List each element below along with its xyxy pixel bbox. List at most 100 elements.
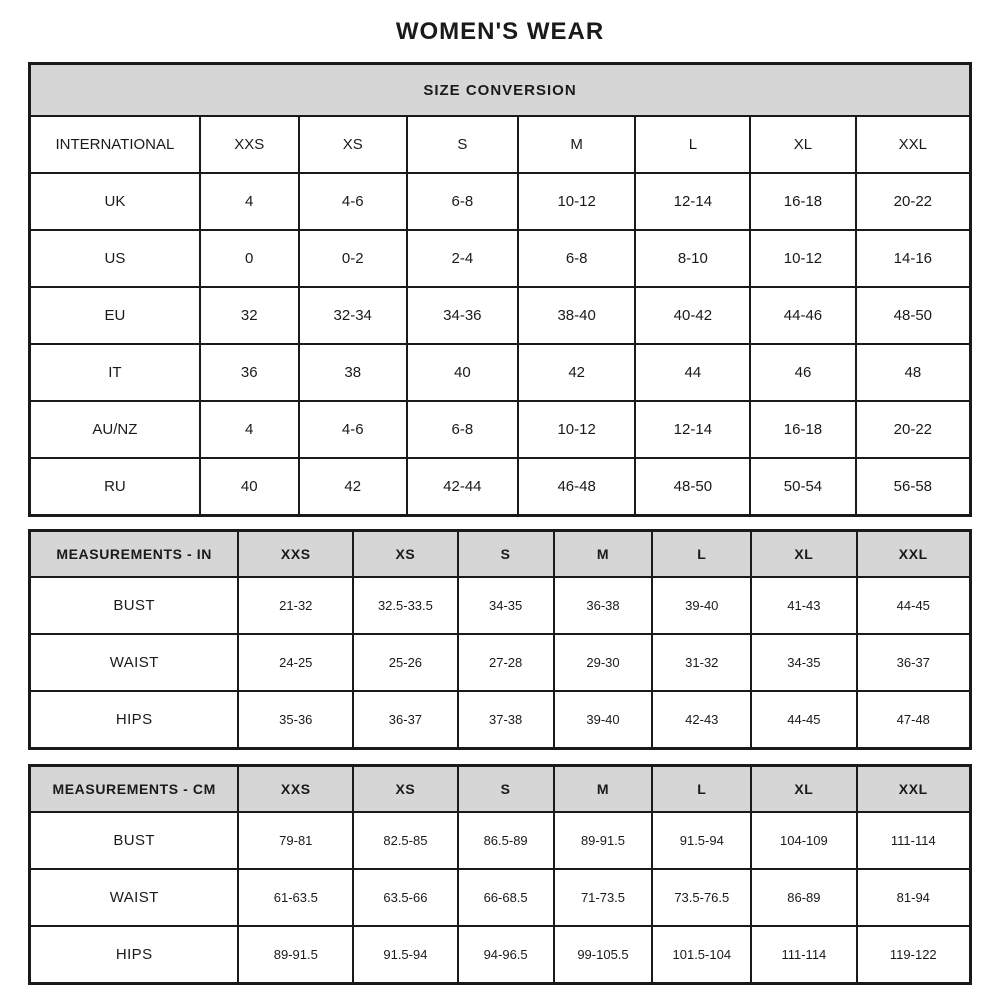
cell: 50-54: [749, 457, 857, 517]
column-header: XXL: [855, 764, 972, 813]
column-header: XS: [352, 529, 459, 578]
cell: 21-32: [237, 576, 355, 635]
row-label: BUST: [28, 576, 240, 635]
cell: 46-48: [516, 457, 637, 517]
cell: 63.5-66: [352, 868, 459, 927]
column-header: S: [456, 764, 555, 813]
row-label: BUST: [28, 811, 240, 870]
cell: 40: [198, 457, 300, 517]
cell: 4-6: [297, 172, 408, 231]
table-row: US 0 0-2 2-4 6-8 8-10 10-12 14-16: [28, 229, 972, 288]
cell: 16-18: [749, 400, 857, 459]
cell: 20-22: [854, 172, 972, 231]
column-header: XXS: [198, 115, 300, 174]
cell: 101.5-104: [651, 925, 753, 985]
cell: 89-91.5: [552, 811, 654, 870]
row-label: WAIST: [28, 633, 240, 692]
cell: 40-42: [634, 286, 752, 345]
cell: 32-34: [297, 286, 408, 345]
cell: 4: [198, 400, 300, 459]
cell: 4-6: [297, 400, 408, 459]
cell: 25-26: [352, 633, 459, 692]
column-header: L: [651, 529, 753, 578]
column-header: M: [552, 764, 654, 813]
cell: 24-25: [237, 633, 355, 692]
row-label: IT: [28, 343, 201, 402]
cell: 0-2: [297, 229, 408, 288]
column-header: XXL: [854, 115, 972, 174]
cell: 4: [198, 172, 300, 231]
table-row: BUST 21-32 32.5-33.5 34-35 36-38 39-40 4…: [28, 576, 972, 635]
cell: 36-37: [855, 633, 972, 692]
cell: 73.5-76.5: [651, 868, 753, 927]
row-label: HIPS: [28, 690, 240, 750]
cell: 40: [405, 343, 519, 402]
table-row: WAIST 24-25 25-26 27-28 29-30 31-32 34-3…: [28, 633, 972, 692]
cell: 8-10: [634, 229, 752, 288]
column-header: L: [634, 115, 752, 174]
column-header: XXL: [855, 529, 972, 578]
row-label: AU/NZ: [28, 400, 201, 459]
cell: 32: [198, 286, 300, 345]
cell: 34-35: [750, 633, 858, 692]
row-label: RU: [28, 457, 201, 517]
size-conversion-header: SIZE CONVERSION: [28, 62, 972, 117]
cell: 27-28: [456, 633, 555, 692]
table-row: HIPS 35-36 36-37 37-38 39-40 42-43 44-45…: [28, 690, 972, 750]
cell: 44-45: [855, 576, 972, 635]
cell: 61-63.5: [237, 868, 355, 927]
table-row: INTERNATIONAL XXS XS S M L XL XXL: [28, 115, 972, 174]
table-row: MEASUREMENTS - CM XXS XS S M L XL XXL: [28, 764, 972, 813]
cell: 36-38: [552, 576, 654, 635]
size-conversion-table: SIZE CONVERSION INTERNATIONAL XXS XS S M…: [28, 62, 972, 517]
column-header: XS: [352, 764, 459, 813]
cell: 44: [634, 343, 752, 402]
cell: 42-43: [651, 690, 753, 750]
cell: 46: [749, 343, 857, 402]
cell: 111-114: [750, 925, 858, 985]
cell: 86-89: [750, 868, 858, 927]
measurements-in-header: MEASUREMENTS - IN: [28, 529, 240, 578]
table-row: BUST 79-81 82.5-85 86.5-89 89-91.5 91.5-…: [28, 811, 972, 870]
cell: 111-114: [855, 811, 972, 870]
cell: 104-109: [750, 811, 858, 870]
cell: 66-68.5: [456, 868, 555, 927]
table-row: RU 40 42 42-44 46-48 48-50 50-54 56-58: [28, 457, 972, 517]
column-header: XL: [749, 115, 857, 174]
cell: 31-32: [651, 633, 753, 692]
cell: 29-30: [552, 633, 654, 692]
cell: 35-36: [237, 690, 355, 750]
row-label: HIPS: [28, 925, 240, 985]
cell: 99-105.5: [552, 925, 654, 985]
column-header: XS: [297, 115, 408, 174]
page-title: WOMEN'S WEAR: [395, 18, 605, 45]
row-label: WAIST: [28, 868, 240, 927]
cell: 86.5-89: [456, 811, 555, 870]
cell: 81-94: [855, 868, 972, 927]
measurements-in-table: MEASUREMENTS - IN XXS XS S M L XL XXL BU…: [28, 529, 972, 750]
column-header: INTERNATIONAL: [28, 115, 201, 174]
cell: 44-45: [750, 690, 858, 750]
cell: 38-40: [516, 286, 637, 345]
cell: 12-14: [634, 400, 752, 459]
cell: 16-18: [749, 172, 857, 231]
cell: 48-50: [634, 457, 752, 517]
cell: 0: [198, 229, 300, 288]
cell: 41-43: [750, 576, 858, 635]
table-row: AU/NZ 4 4-6 6-8 10-12 12-14 16-18 20-22: [28, 400, 972, 459]
table-row: EU 32 32-34 34-36 38-40 40-42 44-46 48-5…: [28, 286, 972, 345]
cell: 6-8: [405, 400, 519, 459]
cell: 91.5-94: [352, 925, 459, 985]
cell: 44-46: [749, 286, 857, 345]
cell: 6-8: [516, 229, 637, 288]
cell: 94-96.5: [456, 925, 555, 985]
table-row: SIZE CONVERSION: [28, 62, 972, 117]
column-header: S: [456, 529, 555, 578]
column-header: S: [405, 115, 519, 174]
cell: 34-35: [456, 576, 555, 635]
column-header: L: [651, 764, 753, 813]
table-row: MEASUREMENTS - IN XXS XS S M L XL XXL: [28, 529, 972, 578]
measurements-cm-header: MEASUREMENTS - CM: [28, 764, 240, 813]
table-row: UK 4 4-6 6-8 10-12 12-14 16-18 20-22: [28, 172, 972, 231]
column-header: M: [552, 529, 654, 578]
